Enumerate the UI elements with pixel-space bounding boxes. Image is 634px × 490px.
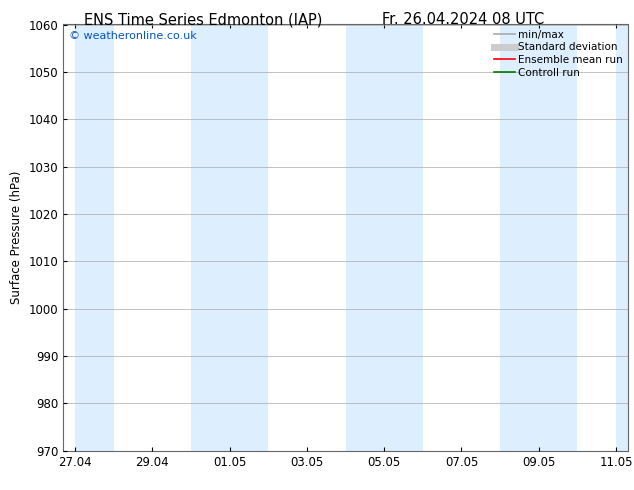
Bar [191, 24, 230, 451]
Text: © weatheronline.co.uk: © weatheronline.co.uk [69, 31, 197, 41]
Y-axis label: Surface Pressure (hPa): Surface Pressure (hPa) [10, 171, 23, 304]
Bar [539, 24, 578, 451]
Bar [346, 24, 384, 451]
Bar [230, 24, 268, 451]
Text: ENS Time Series Edmonton (IAP): ENS Time Series Edmonton (IAP) [84, 12, 322, 27]
Bar [75, 24, 113, 451]
Bar [616, 24, 628, 451]
Text: Fr. 26.04.2024 08 UTC: Fr. 26.04.2024 08 UTC [382, 12, 544, 27]
Legend: min/max, Standard deviation, Ensemble mean run, Controll run: min/max, Standard deviation, Ensemble me… [494, 30, 623, 77]
Bar [384, 24, 423, 451]
Bar [500, 24, 539, 451]
